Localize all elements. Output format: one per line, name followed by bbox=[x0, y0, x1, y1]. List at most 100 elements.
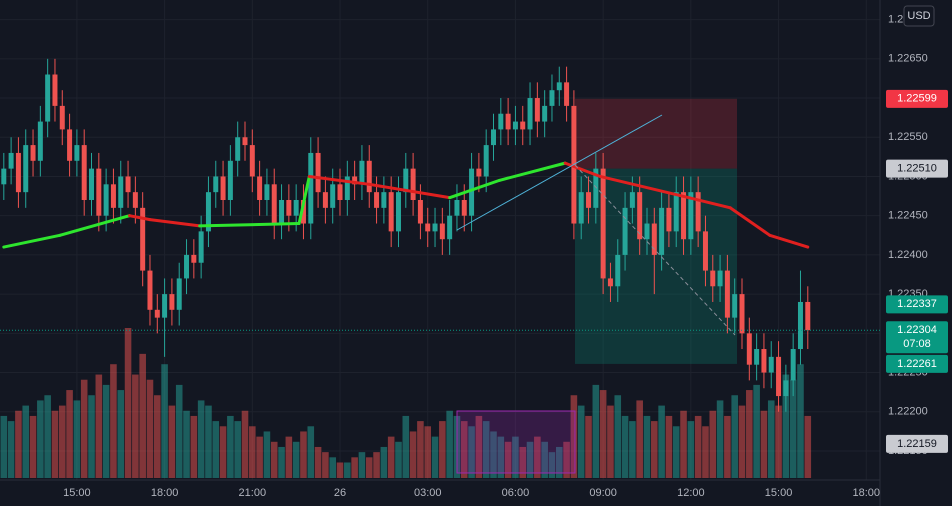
volume-bar bbox=[592, 384, 600, 478]
volume-bar bbox=[344, 462, 351, 478]
volume-bar bbox=[146, 379, 154, 478]
volume-bar bbox=[336, 462, 344, 478]
candle-body bbox=[476, 168, 482, 177]
candle-body bbox=[315, 152, 321, 193]
volume-bar bbox=[73, 400, 81, 478]
volume-bar bbox=[519, 446, 527, 478]
volume-bar bbox=[738, 405, 746, 478]
candle-body bbox=[352, 176, 358, 185]
price-badge-label: 1.22261 bbox=[897, 358, 937, 370]
volume-bar bbox=[205, 405, 212, 478]
candle-body bbox=[746, 333, 752, 365]
volume-bar bbox=[460, 421, 468, 478]
candle-body bbox=[198, 231, 204, 263]
candle-body bbox=[688, 192, 694, 240]
price-badge-label: 1.22510 bbox=[897, 163, 937, 175]
price-badge-label: 1.22304 bbox=[897, 324, 937, 336]
candle-body bbox=[410, 168, 416, 200]
candle-body bbox=[469, 168, 475, 216]
currency-button[interactable] bbox=[903, 5, 935, 27]
volume-bar bbox=[512, 436, 519, 478]
candle-body bbox=[600, 168, 606, 279]
candle-body bbox=[681, 192, 687, 240]
volume-bar bbox=[548, 452, 556, 478]
volume-bar bbox=[534, 436, 541, 478]
candle-body bbox=[491, 129, 497, 146]
volume-bar bbox=[285, 436, 293, 478]
candle-body bbox=[184, 254, 190, 279]
candle-body bbox=[505, 113, 511, 130]
candle-body bbox=[359, 160, 365, 185]
candle-body bbox=[118, 176, 124, 208]
candle-body bbox=[702, 231, 708, 271]
candle-body bbox=[586, 192, 592, 208]
candle-body bbox=[279, 200, 285, 224]
candle-body bbox=[644, 223, 650, 240]
candle-body bbox=[23, 145, 29, 193]
candle-body bbox=[300, 200, 306, 224]
volume-bar bbox=[161, 364, 168, 478]
range-box bbox=[456, 410, 576, 474]
candle-body bbox=[710, 270, 716, 287]
volume-bar bbox=[417, 421, 424, 478]
stop-zone bbox=[575, 98, 737, 169]
volume-bar bbox=[687, 421, 695, 478]
volume-bar bbox=[577, 405, 585, 478]
candle-body bbox=[286, 200, 292, 216]
candle-body bbox=[8, 152, 14, 169]
volume-bar bbox=[395, 441, 402, 478]
candle-body bbox=[805, 301, 811, 331]
candle-body bbox=[213, 176, 219, 193]
volume-bar bbox=[358, 452, 366, 478]
volume-bar bbox=[804, 415, 812, 478]
candle-body bbox=[629, 192, 635, 208]
candle-body bbox=[169, 294, 175, 310]
x-tick-label: 21:00 bbox=[239, 487, 267, 499]
ma-segment bbox=[728, 206, 772, 237]
candle-body bbox=[344, 176, 350, 200]
candle-body bbox=[132, 192, 138, 208]
candle-body bbox=[176, 278, 182, 310]
candle-body bbox=[140, 207, 146, 271]
candle-body bbox=[103, 184, 109, 216]
ma-segment bbox=[563, 161, 602, 178]
candle-body bbox=[615, 254, 621, 287]
candle-body bbox=[89, 168, 95, 200]
countdown: 07:08 bbox=[903, 338, 931, 350]
volume-bar bbox=[329, 457, 336, 478]
volume-bar bbox=[629, 421, 636, 478]
candle-body bbox=[381, 192, 387, 208]
volume-bar bbox=[190, 415, 198, 478]
ma-segment bbox=[768, 233, 810, 249]
candle-body bbox=[556, 82, 562, 91]
volume-bar bbox=[183, 410, 190, 478]
candle-body bbox=[461, 200, 467, 216]
volume-bar bbox=[402, 415, 410, 478]
candle-body bbox=[74, 145, 80, 161]
volume-bar bbox=[88, 395, 95, 478]
candle-body bbox=[81, 145, 87, 200]
candle-body bbox=[264, 184, 270, 200]
candle-body bbox=[578, 192, 584, 224]
volume-bar bbox=[314, 446, 322, 478]
volume-bar bbox=[58, 405, 66, 478]
candle-body bbox=[242, 137, 248, 146]
volume-bar bbox=[767, 400, 775, 478]
volume-bar bbox=[154, 395, 161, 478]
x-tick-label: 15:00 bbox=[765, 487, 793, 499]
volume-bar bbox=[241, 410, 249, 478]
candle-body bbox=[659, 207, 665, 255]
projection-line bbox=[574, 164, 736, 336]
candle-body bbox=[783, 380, 789, 397]
candle-body bbox=[1, 168, 7, 185]
x-tick-label: 06:00 bbox=[502, 487, 530, 499]
volume-bar bbox=[607, 405, 614, 478]
candle-body bbox=[227, 160, 233, 200]
volume-bar bbox=[307, 426, 315, 478]
candle-body bbox=[162, 294, 168, 318]
candle-body bbox=[564, 82, 570, 106]
volume-bar bbox=[256, 436, 263, 478]
candle-body bbox=[651, 223, 657, 255]
volume-bar bbox=[44, 395, 51, 478]
